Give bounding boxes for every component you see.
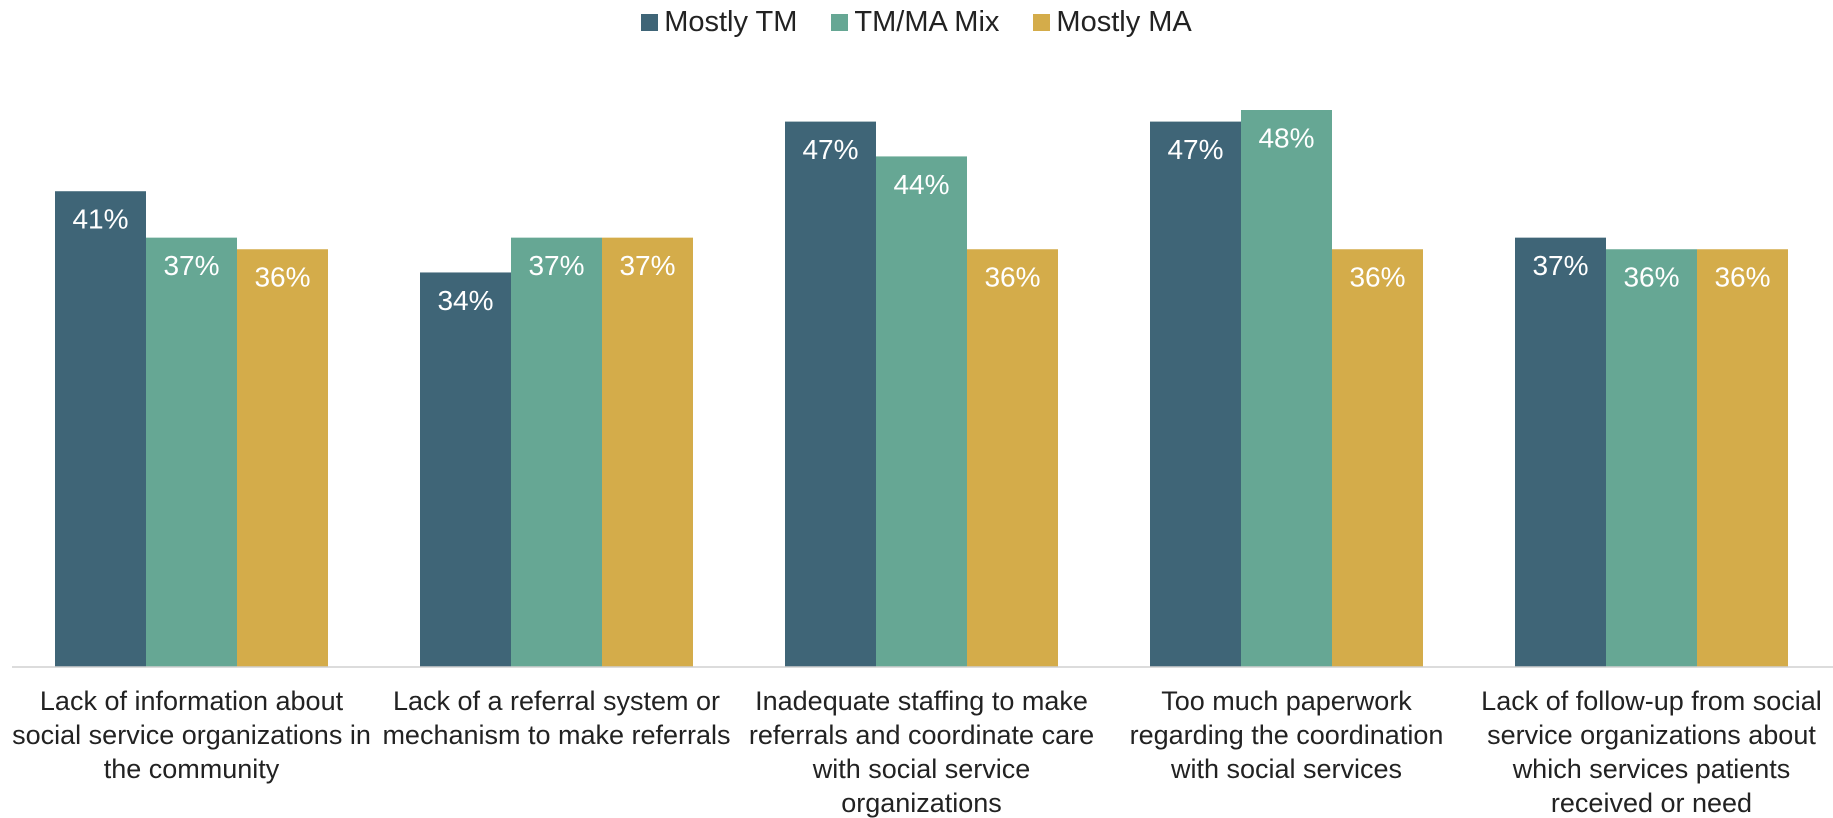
- value-label: 36%: [254, 262, 310, 293]
- x-tick-label: Lack of information about social service…: [12, 686, 371, 784]
- value-label: 37%: [619, 250, 675, 281]
- bar: [1606, 249, 1697, 667]
- x-tick-label: Too much paperwork regarding the coordin…: [1129, 686, 1444, 784]
- x-tick-label: Lack of a referral system or mechanism t…: [382, 686, 731, 750]
- legend-item: TM/MA Mix: [831, 6, 999, 39]
- bar: [420, 272, 511, 667]
- x-tick-label: Inadequate staffing to make referrals an…: [748, 686, 1095, 818]
- bar: [146, 237, 237, 668]
- value-label: 36%: [1714, 262, 1770, 293]
- legend: Mostly TM TM/MA Mix Mostly MA: [0, 6, 1833, 39]
- value-label: 37%: [1532, 250, 1588, 281]
- value-label: 41%: [72, 204, 128, 235]
- value-label: 34%: [437, 285, 493, 316]
- legend-label: Mostly MA: [1056, 6, 1192, 38]
- bar: [1332, 249, 1423, 667]
- value-label: 47%: [802, 134, 858, 165]
- legend-swatch: [831, 14, 849, 31]
- bar: [1150, 121, 1241, 667]
- bar: [785, 121, 876, 667]
- value-label: 36%: [984, 262, 1040, 293]
- legend-item: Mostly MA: [1033, 6, 1192, 39]
- value-label: 48%: [1258, 122, 1314, 153]
- x-tick-label: Lack of follow-up from social service or…: [1481, 686, 1822, 818]
- value-label: 44%: [893, 169, 949, 200]
- bar: [511, 237, 602, 668]
- legend-item: Mostly TM: [641, 6, 797, 39]
- value-label: 37%: [528, 250, 584, 281]
- bar: [1515, 237, 1606, 668]
- bar: [876, 156, 967, 667]
- legend-label: Mostly TM: [664, 6, 798, 38]
- legend-swatch: [641, 14, 659, 31]
- bar: [602, 237, 693, 668]
- value-label: 36%: [1349, 262, 1405, 293]
- legend-swatch: [1033, 14, 1051, 31]
- bar: [55, 191, 146, 667]
- value-label: 36%: [1623, 262, 1679, 293]
- value-label: 47%: [1167, 134, 1223, 165]
- value-label: 37%: [163, 250, 219, 281]
- bar: [237, 249, 328, 667]
- bar: [1241, 110, 1332, 667]
- bar: [1697, 249, 1788, 667]
- bar: [967, 249, 1058, 667]
- legend-label: TM/MA Mix: [854, 6, 1000, 38]
